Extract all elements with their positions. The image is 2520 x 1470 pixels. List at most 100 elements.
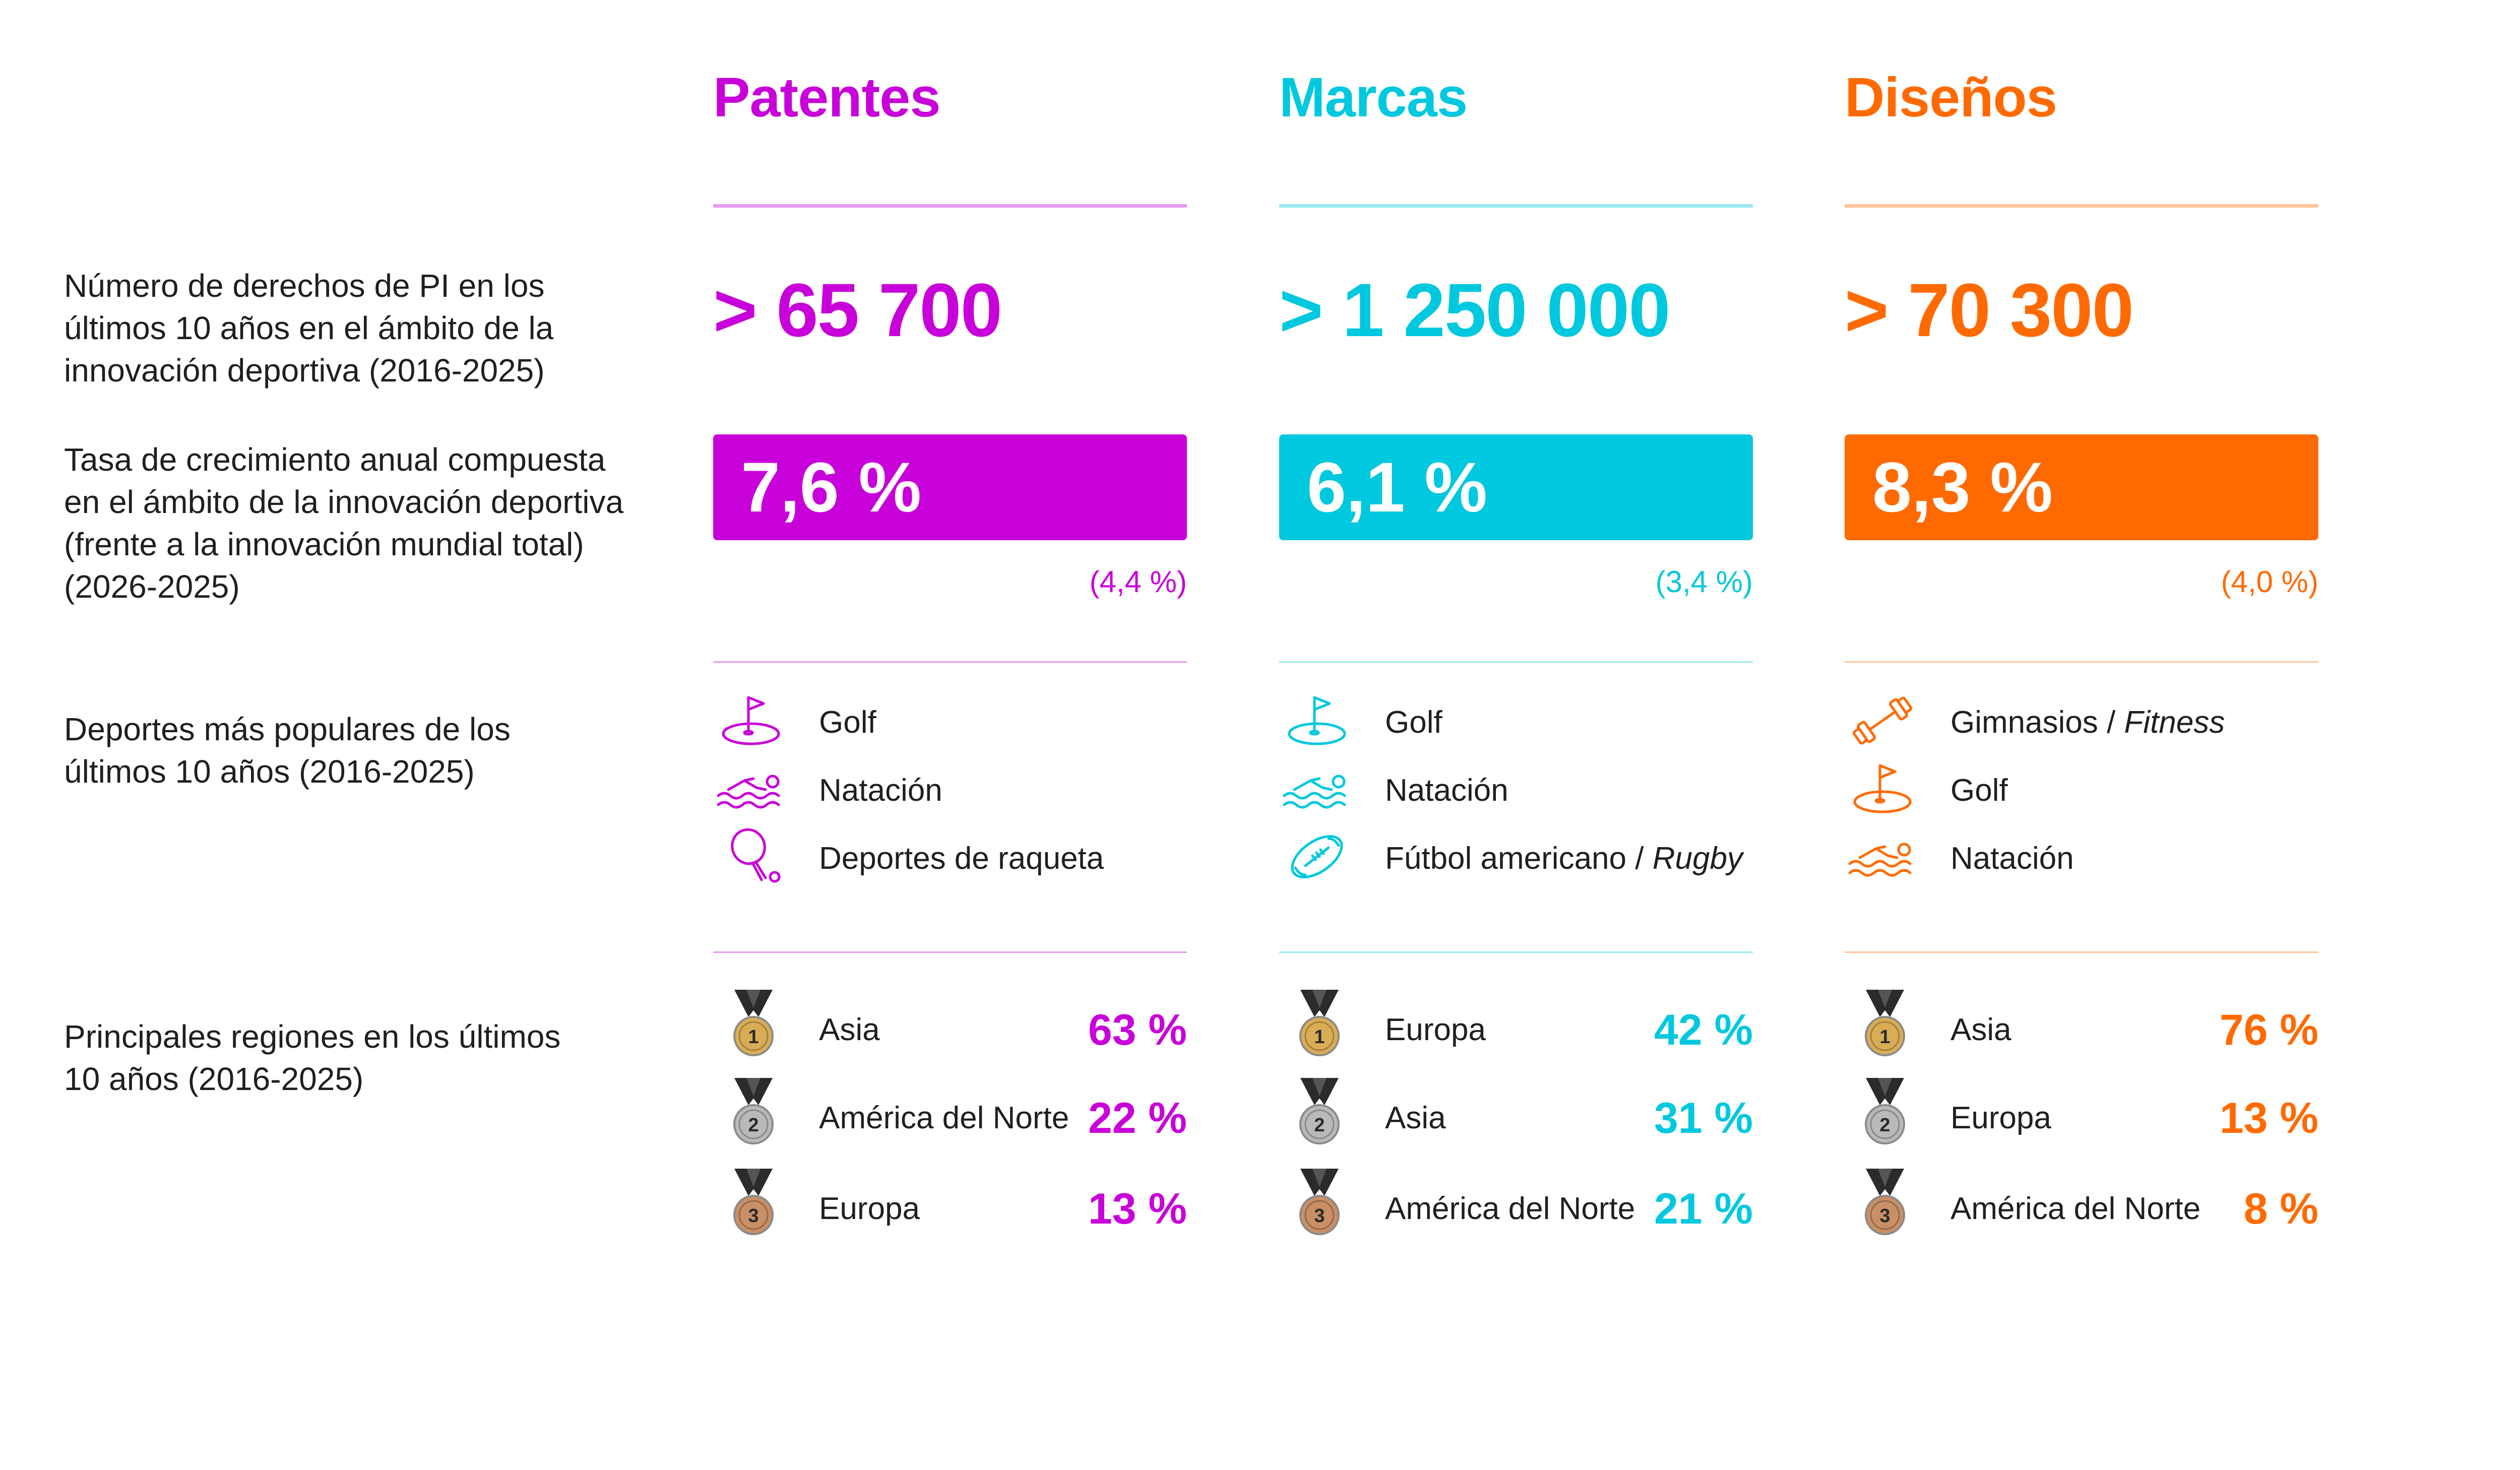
sport-label: Golf xyxy=(1950,773,2008,809)
golf-icon xyxy=(1845,758,1920,819)
sport-label: Deportes de raqueta xyxy=(819,841,1104,877)
region-item: 2Asia31 % xyxy=(1279,1076,1753,1152)
category-column-1: Marcas > 1 250 000 6,1 % (3,4 %) Golf Nat… xyxy=(1279,0,1753,1470)
sport-item: Natación xyxy=(713,758,1187,819)
svg-text:2: 2 xyxy=(748,1115,759,1136)
medal-3-icon: 3 xyxy=(728,1167,779,1242)
svg-text:1: 1 xyxy=(1314,1027,1325,1048)
sport-item: Fútbol americano / Rugby xyxy=(1279,826,1753,887)
sport-label: Golf xyxy=(819,705,876,741)
sport-label: Gimnasios / Fitness xyxy=(1950,705,2225,741)
golf-icon xyxy=(713,690,789,751)
region-item: 2 América del Norte 22 % xyxy=(713,1076,1187,1152)
sport-label-text: Golf xyxy=(1385,705,1442,740)
svg-text:3: 3 xyxy=(748,1205,759,1227)
region-name: Asia xyxy=(1950,1012,2011,1048)
divider-sports xyxy=(1279,661,1753,663)
region-name: Asia xyxy=(1385,1100,1446,1136)
cagr-global-value: (4,4 %) xyxy=(1090,564,1187,600)
sport-label-text: Natación xyxy=(819,773,942,808)
sport-item: Deportes de raqueta xyxy=(713,826,1187,887)
svg-text:1: 1 xyxy=(748,1027,759,1048)
sport-item: Natación xyxy=(1279,758,1753,819)
sport-label-text: Golf xyxy=(1950,773,2008,808)
region-name: América del Norte xyxy=(819,1100,1069,1136)
swimming-icon xyxy=(1845,826,1920,887)
region-name: América del Norte xyxy=(1950,1191,2200,1227)
sport-label: Natación xyxy=(1385,773,1508,809)
column-title-underline xyxy=(713,204,1187,208)
svg-text:3: 3 xyxy=(1879,1205,1890,1227)
region-name: Europa xyxy=(1385,1012,1486,1048)
divider-regions xyxy=(1845,951,2318,953)
sport-label: Fútbol americano / Rugby xyxy=(1385,841,1743,877)
region-item: 3América del Norte21 % xyxy=(1279,1167,1753,1242)
sport-label-text: Natación xyxy=(1950,841,2074,876)
cagr-global-value: (3,4 %) xyxy=(1656,564,1753,600)
row-label-regions: Principales regiones en los últimos 10 a… xyxy=(64,1015,593,1100)
column-title-underline xyxy=(1279,204,1753,208)
sport-label-text: Golf xyxy=(819,705,876,740)
region-name: Europa xyxy=(819,1191,920,1227)
column-title: Marcas xyxy=(1279,66,1467,130)
medal-2-icon: 2 xyxy=(1860,1076,1910,1152)
region-item: 1 Asia 63 % xyxy=(713,988,1187,1063)
region-name: Europa xyxy=(1950,1100,2051,1136)
region-name: Asia xyxy=(819,1012,880,1048)
row-label-cagr: Tasa de crecimiento anual compuesta en e… xyxy=(64,438,639,608)
category-column-2: Diseños > 70 300 8,3 % (4,0 %) Gimnasios… xyxy=(1845,0,2318,1470)
cagr-bar: 7,6 % xyxy=(713,434,1187,540)
cagr-bar: 6,1 % xyxy=(1279,434,1753,540)
sport-item: Natación xyxy=(1845,826,2318,887)
medal-3-icon: 3 xyxy=(1294,1167,1345,1242)
region-percentage: 13 % xyxy=(2220,1094,2318,1142)
row-label-sports: Deportes más populares de los últimos 10… xyxy=(64,708,593,793)
region-item: 3 América del Norte 8 % xyxy=(1845,1167,2318,1242)
column-title: Patentes xyxy=(713,66,940,130)
swimming-icon xyxy=(713,758,789,819)
sport-item: Golf xyxy=(713,690,1187,751)
region-percentage: 42 % xyxy=(1654,1006,1753,1054)
region-percentage: 8 % xyxy=(2244,1185,2318,1233)
golf-icon xyxy=(1279,690,1355,751)
divider-regions xyxy=(1279,951,1753,953)
cagr-bar: 8,3 % xyxy=(1845,434,2318,540)
swimming-icon xyxy=(1279,758,1355,819)
medal-3-icon: 3 xyxy=(1860,1167,1910,1242)
sport-item: Gimnasios / Fitness xyxy=(1845,690,2318,751)
region-item: 1 Europa 42 % xyxy=(1279,988,1753,1063)
cagr-global-value: (4,0 %) xyxy=(2221,564,2318,600)
sport-label-text: Deportes de raqueta xyxy=(819,841,1104,876)
column-title-underline xyxy=(1845,204,2318,208)
region-percentage: 63 % xyxy=(1088,1006,1187,1054)
region-item: 1Asia76 % xyxy=(1845,988,2318,1063)
cagr-value: 6,1 % xyxy=(1307,444,1487,530)
sport-item: Golf xyxy=(1279,690,1753,751)
category-column-0: Patentes > 65 700 7,6 % (4,4 %) Golf Nata… xyxy=(713,0,1187,1470)
sport-label-text: Fútbol americano / xyxy=(1385,841,1653,876)
sport-item: Golf xyxy=(1845,758,2318,819)
region-percentage: 22 % xyxy=(1088,1094,1187,1142)
divider-sports xyxy=(713,661,1187,663)
svg-text:3: 3 xyxy=(1314,1205,1325,1227)
sport-label-italic: Fitness xyxy=(2124,705,2225,740)
column-title: Diseños xyxy=(1845,66,2057,130)
cagr-value: 8,3 % xyxy=(1872,444,2053,530)
region-item: 2 Europa 13 % xyxy=(1845,1076,2318,1152)
ip-rights-total: > 70 300 xyxy=(1845,267,2133,353)
region-item: 3 Europa 13 % xyxy=(713,1167,1187,1242)
sport-label: Natación xyxy=(819,773,942,809)
dumbbell-icon xyxy=(1845,690,1920,751)
medal-1-icon: 1 xyxy=(1860,988,1910,1063)
sport-label-text: Gimnasios / xyxy=(1950,705,2124,740)
region-percentage: 13 % xyxy=(1088,1185,1187,1233)
medal-2-icon: 2 xyxy=(728,1076,779,1152)
ip-rights-total: > 65 700 xyxy=(713,267,1001,353)
medal-2-icon: 2 xyxy=(1294,1076,1345,1152)
divider-sports xyxy=(1845,661,2318,663)
svg-text:1: 1 xyxy=(1879,1027,1890,1048)
region-percentage: 21 % xyxy=(1654,1185,1753,1233)
cagr-value: 7,6 % xyxy=(741,444,921,530)
svg-text:2: 2 xyxy=(1314,1115,1325,1136)
ip-rights-total: > 1 250 000 xyxy=(1279,267,1670,353)
